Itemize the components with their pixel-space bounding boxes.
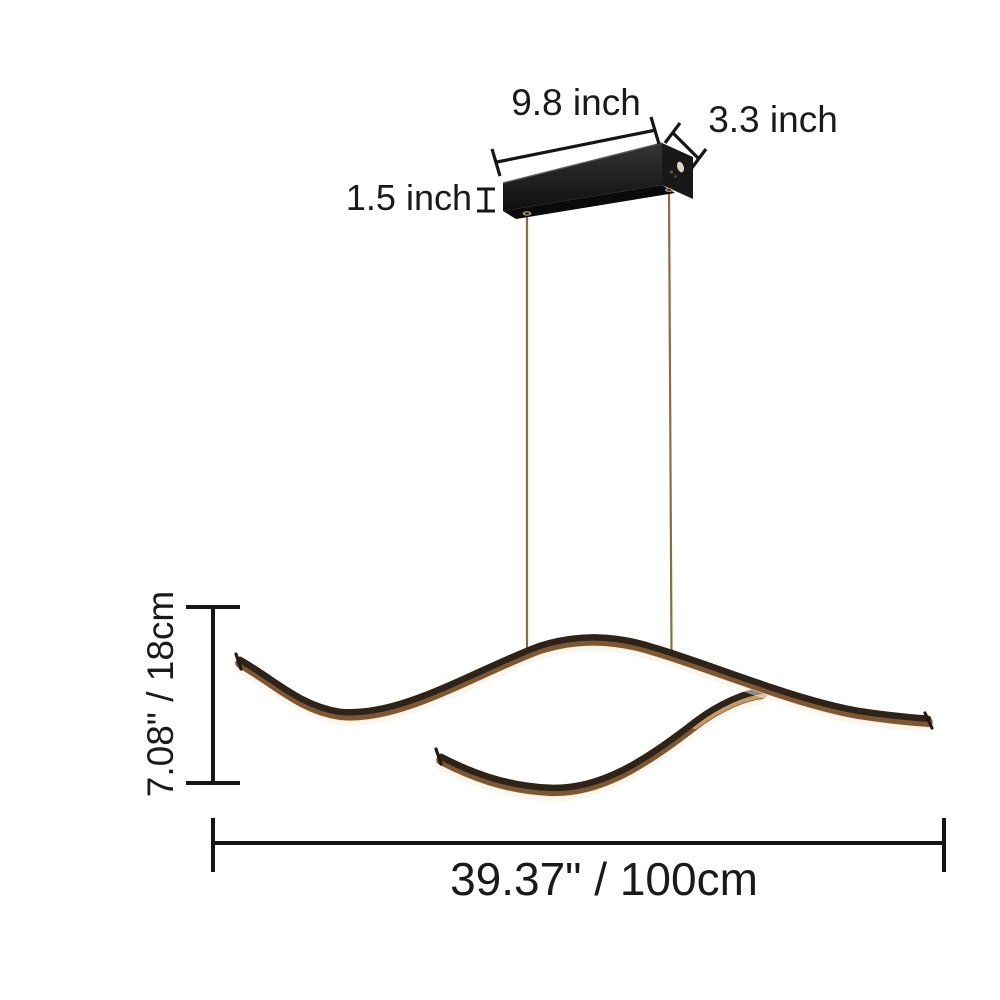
bar-body-dark xyxy=(236,634,932,723)
led-bar-bottom xyxy=(434,687,767,802)
canopy-underside xyxy=(503,185,675,219)
ceiling-canopy xyxy=(502,142,693,219)
fixture-width-label: 39.37" / 100cm xyxy=(450,853,758,905)
dimension-tick xyxy=(649,116,661,145)
wire-exit-hole-right-center xyxy=(667,189,671,191)
canopy-length-dimension-line xyxy=(490,116,661,177)
wire-exit-hole-left-center xyxy=(525,212,529,215)
canopy-screw-dot xyxy=(674,175,677,178)
dimension-tick xyxy=(663,122,682,144)
bar-body-dark xyxy=(437,687,766,792)
suspension-wire-right xyxy=(667,189,673,651)
canopy-keyhole-slot xyxy=(677,161,684,173)
canopy-length-label: 9.8 inch xyxy=(511,82,641,123)
canopy-top-edge-highlight xyxy=(502,142,663,184)
led-glow-soft xyxy=(437,697,766,802)
fixture-width-dimension-line xyxy=(211,818,946,872)
canopy-depth-label: 3.3 inch xyxy=(708,99,838,140)
dimension-line xyxy=(496,128,657,164)
fixture-height-label: 7.08" / 18cm xyxy=(140,590,181,798)
canopy-right-face xyxy=(662,143,693,199)
fixture-height-dimension-line xyxy=(186,605,240,785)
bar-body-bronze xyxy=(235,636,933,727)
canopy-height-dimension-marker xyxy=(477,187,495,213)
led-bar-top xyxy=(234,634,934,733)
dimension-tick xyxy=(689,148,708,170)
canopy-height-label: 1.5 inch xyxy=(345,177,472,218)
bar-end-cap xyxy=(434,747,443,766)
suspension-wires xyxy=(525,189,673,652)
led-glow-soft xyxy=(236,644,932,733)
dimension-annotations xyxy=(186,116,946,872)
dimension-line xyxy=(670,130,701,161)
canopy-screw-dot xyxy=(669,170,674,174)
canopy-depth-dimension-line xyxy=(663,122,708,170)
bar-end-cap xyxy=(234,652,243,671)
dimension-tick xyxy=(490,148,502,177)
canopy-front-face xyxy=(503,143,662,211)
bar-end-cap xyxy=(923,711,934,730)
